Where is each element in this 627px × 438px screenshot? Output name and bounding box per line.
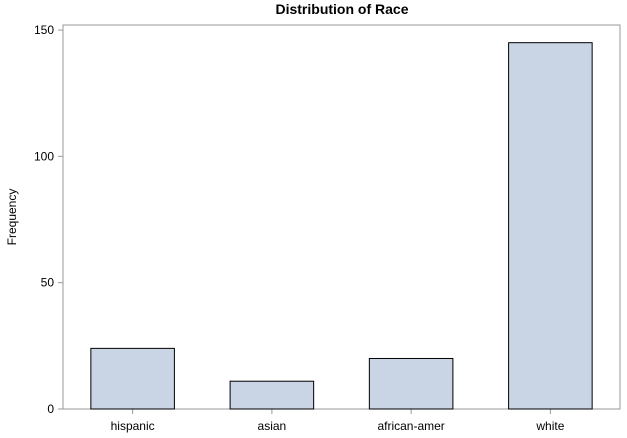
x-tick-label: white — [535, 419, 564, 433]
x-tick-label: hispanic — [111, 419, 155, 433]
bar-asian — [229, 380, 315, 410]
bar-white — [508, 42, 593, 410]
y-tick-label: 0 — [47, 402, 54, 416]
y-tick-label: 100 — [34, 149, 54, 163]
chart-title: Distribution of Race — [275, 1, 408, 17]
x-tick-label: asian — [258, 419, 287, 433]
x-axis: hispanic asian african-amer white — [111, 409, 565, 433]
bar-hispanic — [90, 347, 175, 410]
y-tick-label: 150 — [34, 23, 54, 37]
bars-group — [90, 42, 593, 410]
y-axis: 0 50 100 150 — [34, 23, 63, 416]
bar-african-amer — [368, 357, 454, 410]
plot-area-frame — [62, 24, 621, 410]
y-axis-label: Frequency — [5, 189, 19, 246]
x-tick-label: african-amer — [377, 419, 444, 433]
y-tick-label: 50 — [41, 276, 55, 290]
